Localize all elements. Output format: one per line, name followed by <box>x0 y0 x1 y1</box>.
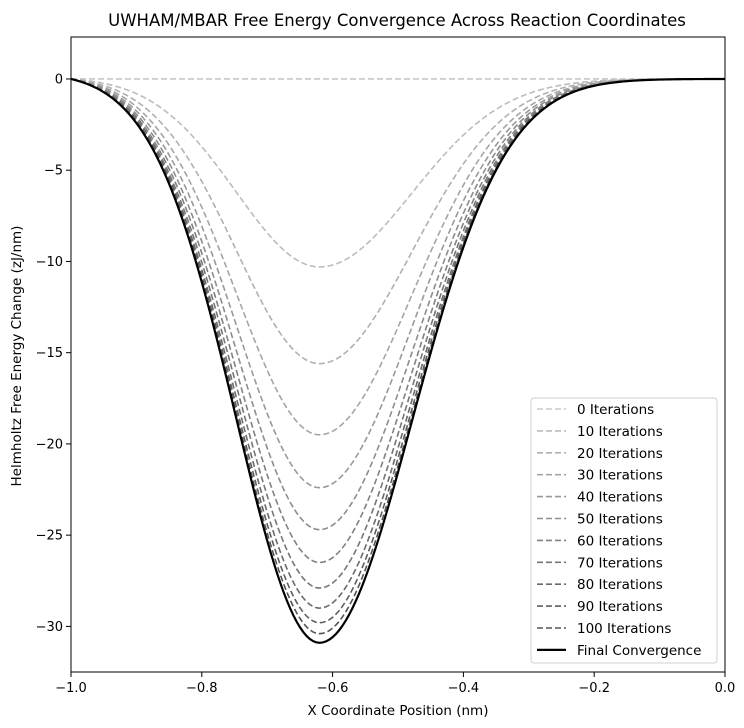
legend-label: 20 Iterations <box>577 446 663 462</box>
legend-label: 70 Iterations <box>577 555 663 571</box>
series-layer <box>70 77 725 644</box>
y-tick-label: −20 <box>36 437 63 452</box>
y-tick-label: −5 <box>44 164 63 179</box>
y-tick-label: 0 <box>55 72 63 87</box>
x-axis-label: X Coordinate Position (nm) <box>308 703 489 719</box>
y-tick-label: −25 <box>36 529 63 544</box>
legend-label: 80 Iterations <box>577 577 663 593</box>
x-axis: −1.0 −0.8 −0.6 −0.4 −0.2 0.0 <box>55 672 735 696</box>
y-axis: 0 −5 −10 −15 −20 −25 −30 <box>36 72 71 635</box>
legend-label: 90 Iterations <box>577 599 663 615</box>
series-line-11 <box>70 77 725 644</box>
x-tick-label: −0.8 <box>186 681 218 696</box>
legend-label: 10 Iterations <box>577 424 663 440</box>
series-line-1 <box>70 78 725 268</box>
x-tick-label: −0.2 <box>578 681 610 696</box>
legend-label: Final Convergence <box>577 643 701 659</box>
y-tick-label: −15 <box>36 346 63 361</box>
legend-box <box>530 397 718 664</box>
plot-frame <box>70 36 726 673</box>
x-tick-label: −1.0 <box>55 681 87 696</box>
legend-label: 50 Iterations <box>577 512 663 528</box>
series-line-3 <box>70 78 725 436</box>
series-line-4 <box>70 78 725 489</box>
legend-label: 60 Iterations <box>577 533 663 549</box>
legend-label: 40 Iterations <box>577 490 663 506</box>
x-tick-label: −0.4 <box>448 681 480 696</box>
y-tick-label: −10 <box>36 255 63 270</box>
legend-label: 30 Iterations <box>577 468 663 484</box>
legend-label: 0 Iterations <box>577 402 654 418</box>
series-line-2 <box>70 78 725 365</box>
x-tick-label: 0.0 <box>715 681 736 696</box>
y-axis-label: Helmholtz Free Energy Change (zJ/nm) <box>9 226 25 487</box>
y-tick-label: −30 <box>36 620 63 635</box>
x-tick-label: −0.6 <box>317 681 349 696</box>
chart-title: UWHAM/MBAR Free Energy Convergence Acros… <box>108 11 686 30</box>
legend-label: 100 Iterations <box>577 621 671 637</box>
legend: 0 Iterations 10 Iterations 20 Iterations 30… <box>530 397 718 664</box>
